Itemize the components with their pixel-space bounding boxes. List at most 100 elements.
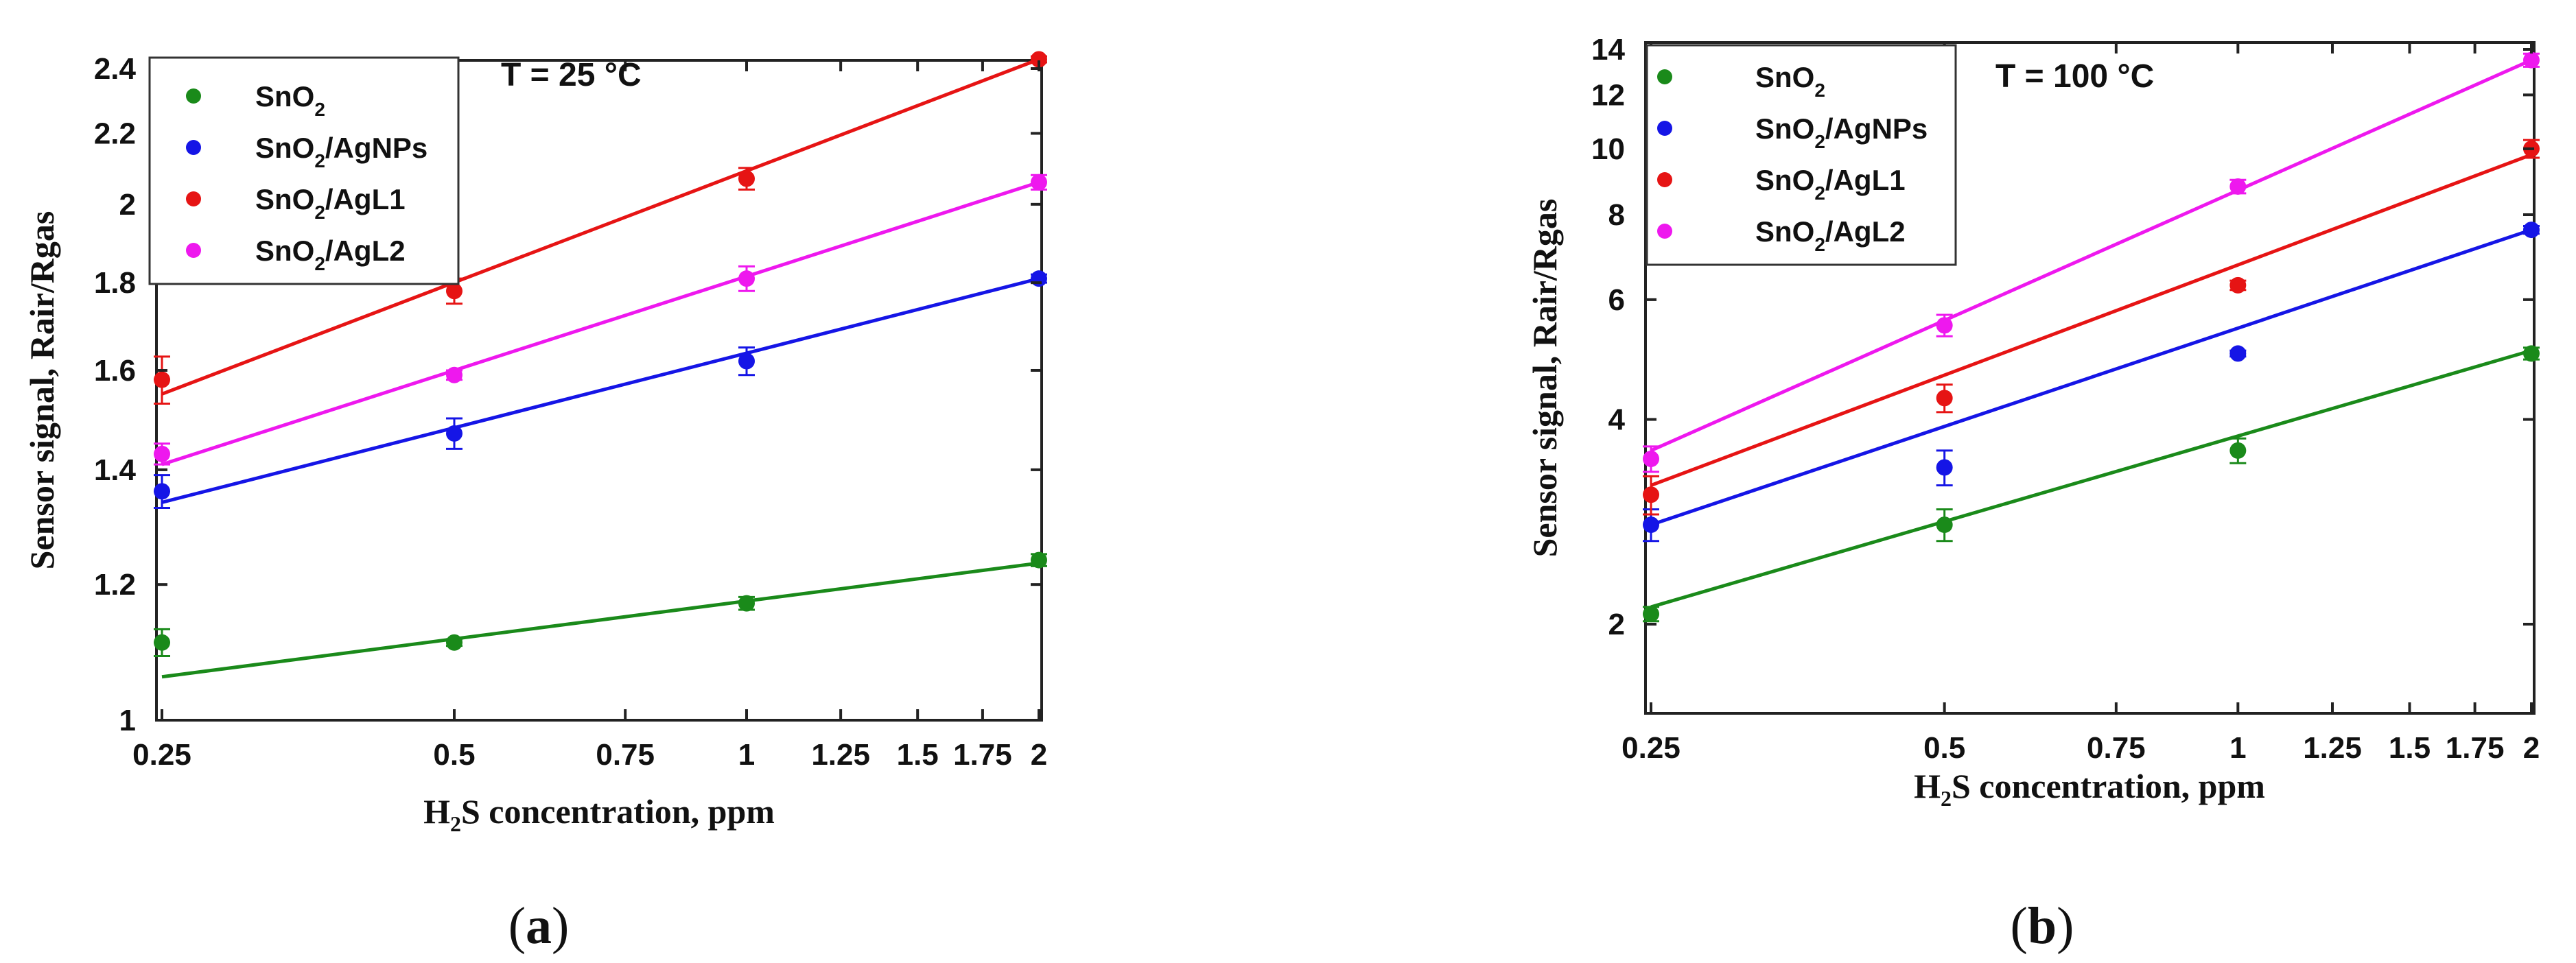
x-tick-label: 0.5 [433, 738, 475, 772]
x-ticks: 0.25 0.5 0.75 1 1.25 1.5 1.75 2 [1621, 43, 2540, 765]
data-point-sno2-agnps [2229, 345, 2247, 362]
y-tick-label: 1.6 [94, 354, 136, 388]
y-tick-label: 10 [1591, 132, 1625, 166]
data-point-sno2 [154, 634, 170, 651]
legend-marker [186, 191, 201, 206]
data-point-sno2-agl2 [2523, 51, 2540, 69]
y-tick-label: 12 [1591, 78, 1625, 112]
y-tick-label: 1 [119, 704, 136, 737]
data-point-sno2-agl2 [1031, 174, 1047, 191]
panel-label-b: (b) [2011, 897, 2074, 955]
x-tick-label: 1 [2229, 731, 2246, 765]
temperature-annotation: T = 100 °C [1995, 58, 2154, 95]
data-point-sno2-agl2 [154, 445, 170, 462]
data-point-sno2 [738, 595, 755, 612]
x-axis-title: H2S concentration, ppm [423, 792, 775, 836]
y-tick-label: 2.2 [94, 117, 136, 150]
legend-marker [1657, 172, 1672, 187]
data-point-sno2-agl1 [738, 170, 755, 187]
y-tick-label: 1.8 [94, 266, 136, 300]
fit-line-sno2-agnps [161, 276, 1040, 504]
legend-marker [186, 88, 201, 104]
data-point-sno2 [1031, 551, 1047, 569]
fit-line-sno2-agl1 [161, 58, 1040, 396]
temperature-annotation: T = 25 °C [501, 57, 642, 93]
x-tick-label: 1.5 [2389, 731, 2431, 765]
x-tick-label: 1.25 [811, 738, 870, 772]
legend-marker [186, 140, 201, 155]
x-tick-label: 0.25 [132, 738, 191, 772]
data-point-sno2-agnps [2523, 222, 2540, 239]
data-point-sno2 [446, 634, 462, 651]
x-axis-title: H2S concentration, ppm [1914, 767, 2265, 811]
data-point-sno2-agl1 [1643, 486, 1659, 503]
data-point-sno2-agl1 [154, 371, 170, 388]
y-tick-label: 14 [1591, 33, 1625, 67]
data-point-sno2-agl1 [446, 283, 462, 300]
fit-line-sno2-agl2 [161, 180, 1040, 466]
x-tick-label: 2 [2523, 731, 2540, 765]
y-tick-label: 2 [1608, 608, 1625, 641]
data-point-sno2 [1936, 516, 1953, 534]
x-ticks: 0.25 0.5 0.75 1 1.25 1.5 1.75 2 [132, 60, 1047, 772]
fit-line-sno2 [1650, 348, 2532, 609]
legend-marker [186, 243, 201, 258]
legend-marker [1657, 69, 1672, 84]
legend-box [1646, 44, 1957, 266]
y-tick-label: 4 [1608, 403, 1626, 436]
y-tick-label: 1.4 [94, 453, 137, 487]
x-tick-label: 1 [738, 738, 755, 772]
data-point-sno2-agnps [154, 483, 170, 500]
data-point-sno2-agl2 [2229, 178, 2247, 195]
fit-line-sno2-agnps [1650, 228, 2532, 527]
legend-marker [1657, 121, 1672, 136]
y-axis-title: Sensor signal, Rair/Rgas [1525, 199, 1564, 558]
y-tick-label: 6 [1608, 283, 1625, 317]
plot-frame [155, 59, 1043, 722]
x-tick-label: 0.75 [2087, 731, 2146, 765]
data-point-sno2 [2229, 442, 2247, 459]
data-point-sno2-agnps [446, 425, 462, 442]
data-point-sno2-agl2 [446, 366, 462, 383]
data-point-sno2-agl1 [1031, 51, 1047, 68]
fit-line-sno2-agl2 [1650, 58, 2533, 453]
fit-lines [1650, 58, 2533, 609]
data-points [1643, 51, 2540, 623]
data-point-sno2-agl1 [2229, 276, 2247, 294]
data-point-sno2-agnps [738, 353, 755, 370]
x-tick-label: 1.75 [2446, 731, 2505, 765]
x-tick-label: 0.25 [1621, 731, 1681, 765]
y-tick-label: 2.4 [94, 52, 137, 86]
x-tick-label: 2 [1031, 738, 1047, 772]
fit-line-sno2 [161, 561, 1040, 679]
x-tick-label: 0.75 [596, 738, 655, 772]
y-tick-label: 2 [119, 188, 136, 222]
data-point-sno2-agl2 [1936, 317, 1953, 334]
y-axis-title: Sensor signal, Rair/Rgas [23, 211, 61, 570]
data-point-sno2-agnps [1031, 270, 1047, 287]
x-tick-label: 1.25 [2303, 731, 2362, 765]
data-points [154, 51, 1047, 651]
y-tick-label: 1.2 [94, 568, 136, 602]
legend-marker [1657, 224, 1672, 239]
data-point-sno2-agnps [1936, 459, 1953, 476]
y-tick-label: 8 [1608, 198, 1625, 232]
data-point-sno2 [2523, 345, 2540, 362]
x-tick-label: 1.75 [953, 738, 1012, 772]
x-tick-label: 1.5 [897, 738, 939, 772]
x-tick-label: 0.5 [1923, 731, 1965, 765]
panel-label-a: (a) [508, 897, 570, 955]
data-point-sno2-agl2 [738, 270, 755, 287]
fit-lines [161, 58, 1040, 679]
y-ticks: 1 1.2 1.4 1.6 1.8 2 2.2 2.4 [94, 52, 1042, 737]
chart-panel-a: 0.25 0.5 0.75 1 1.25 1.5 1.75 2 1 1.2 1.4 1.6 1.8 2 2… [23, 51, 1047, 836]
data-point-sno2-agl2 [1643, 451, 1659, 468]
fit-line-sno2-agl1 [1650, 153, 2532, 487]
plot-frame [1644, 41, 2536, 715]
data-point-sno2 [1643, 606, 1659, 623]
legend-box [148, 56, 460, 285]
data-point-sno2-agl1 [1936, 390, 1953, 407]
data-point-sno2-agnps [1643, 516, 1659, 534]
